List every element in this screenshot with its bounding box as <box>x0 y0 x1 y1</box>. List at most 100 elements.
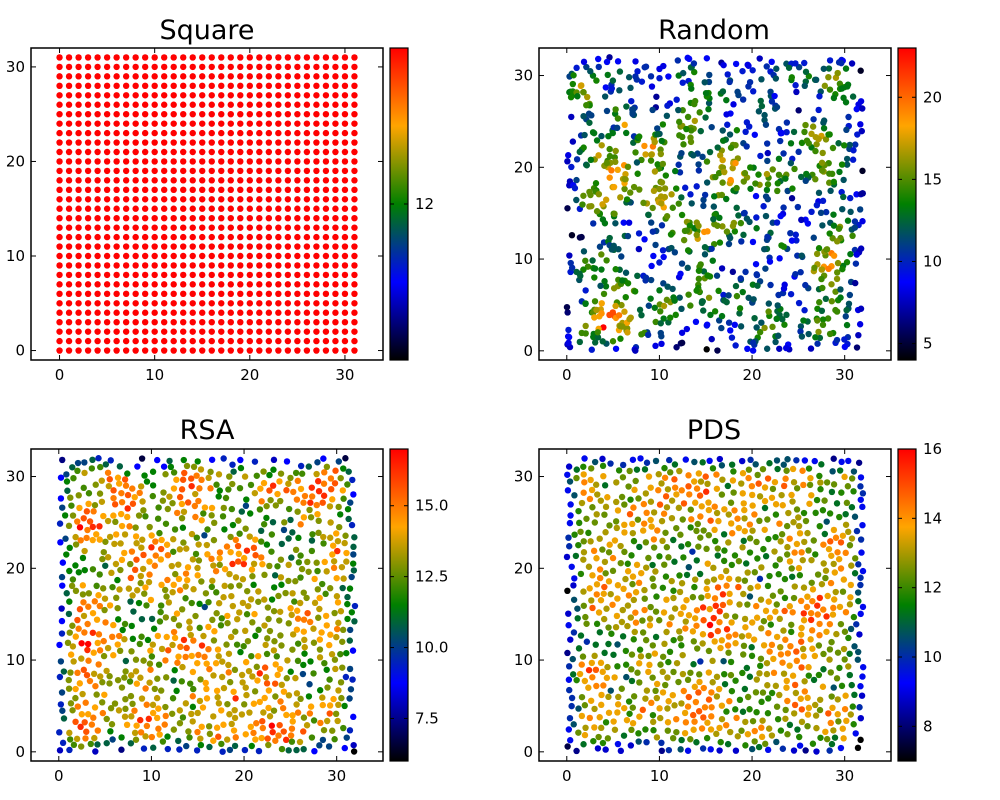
scatter-point <box>676 467 683 475</box>
scatter-point <box>618 685 625 692</box>
scatter-point <box>809 597 816 605</box>
scatter-point <box>218 101 225 108</box>
scatter-point <box>693 557 700 564</box>
scatter-point <box>827 579 835 587</box>
scatter-point <box>677 270 684 277</box>
scatter-point <box>313 290 320 298</box>
scatter-point <box>800 584 808 591</box>
scatter-point <box>815 189 823 197</box>
scatter-point <box>65 177 73 184</box>
scatter-point <box>609 567 617 575</box>
scatter-point <box>132 177 139 184</box>
scatter-point <box>614 595 621 602</box>
scatter-point <box>208 456 216 463</box>
scatter-point <box>94 205 101 212</box>
scatter-point <box>149 482 157 489</box>
scatter-point <box>310 717 318 724</box>
scatter-point <box>822 728 829 736</box>
scatter-point <box>156 731 163 738</box>
scatter-point <box>271 572 279 579</box>
scatter-point <box>119 626 126 634</box>
scatter-point <box>795 522 803 530</box>
scatter-point <box>103 139 111 146</box>
scatter-point <box>84 167 92 175</box>
scatter-point <box>649 204 656 212</box>
scatter-point <box>289 631 297 638</box>
scatter-point <box>656 65 663 73</box>
scatter-point <box>99 585 107 592</box>
scatter-point <box>828 693 835 700</box>
scatter-point <box>256 167 263 175</box>
scatter-point <box>93 582 100 590</box>
scatter-point <box>56 54 63 61</box>
scatter-point <box>157 545 165 553</box>
scatter-point <box>839 725 846 732</box>
scatter-point <box>84 526 91 534</box>
scatter-point <box>833 336 841 344</box>
scatter-point <box>857 683 864 690</box>
scatter-point <box>332 224 339 231</box>
scatter-point <box>284 214 292 222</box>
scatter-point <box>605 624 612 631</box>
scatter-point <box>94 243 101 250</box>
scatter-point <box>84 54 92 61</box>
scatter-point <box>643 564 650 571</box>
scatter-point <box>667 314 674 321</box>
scatter-point <box>184 499 192 506</box>
scatter-point <box>103 129 111 137</box>
scatter-point <box>766 258 774 265</box>
scatter-point <box>322 281 330 288</box>
scatter-point <box>758 724 765 731</box>
scatter-point <box>723 228 731 235</box>
scatter-point <box>658 200 665 207</box>
scatter-point <box>745 294 752 301</box>
scatter-point <box>84 347 92 354</box>
scatter-point <box>602 719 610 726</box>
scatter-point <box>714 584 722 591</box>
scatter-point <box>235 517 242 524</box>
scatter-point <box>89 456 96 463</box>
scatter-point <box>94 148 101 156</box>
scatter-point <box>275 158 282 165</box>
scatter-point <box>313 224 320 231</box>
scatter-point <box>695 708 703 715</box>
scatter-point <box>790 128 798 136</box>
scatter-point <box>643 459 651 466</box>
scatter-point <box>630 183 638 191</box>
scatter-point <box>274 671 281 679</box>
scatter-point <box>789 609 796 616</box>
scatter-point <box>241 473 249 480</box>
scatter-point <box>652 457 660 465</box>
scatter-point <box>127 692 135 700</box>
scatter-point <box>203 695 211 702</box>
x-tick-label: 0 <box>562 366 572 384</box>
scatter-point <box>853 344 861 351</box>
scatter-point <box>597 597 605 604</box>
scatter-point <box>170 615 178 623</box>
scatter-point <box>741 527 748 535</box>
scatter-point <box>238 508 245 515</box>
scatter-point <box>152 552 159 559</box>
scatter-point <box>275 309 282 316</box>
scatter-point <box>801 688 808 695</box>
scatter-point <box>160 196 168 203</box>
scatter-point <box>94 281 101 288</box>
scatter-point <box>322 337 330 345</box>
scatter-point <box>84 196 92 203</box>
scatter-point <box>180 271 187 279</box>
scatter-point <box>708 245 715 252</box>
scatter-point <box>313 139 320 146</box>
scatter-point <box>85 500 92 508</box>
scatter-point <box>643 509 650 516</box>
scatter-point <box>151 318 158 326</box>
scatter-point <box>668 577 675 585</box>
scatter-point <box>303 139 311 146</box>
scatter-point <box>351 139 358 146</box>
scatter-point <box>148 653 156 660</box>
scatter-point <box>265 318 273 326</box>
scatter-point <box>285 561 292 569</box>
scatter-point <box>656 617 663 624</box>
scatter-point <box>710 203 718 210</box>
scatter-point <box>825 131 832 138</box>
